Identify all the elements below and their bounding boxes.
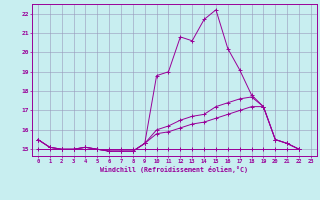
X-axis label: Windchill (Refroidissement éolien,°C): Windchill (Refroidissement éolien,°C) xyxy=(100,166,248,173)
